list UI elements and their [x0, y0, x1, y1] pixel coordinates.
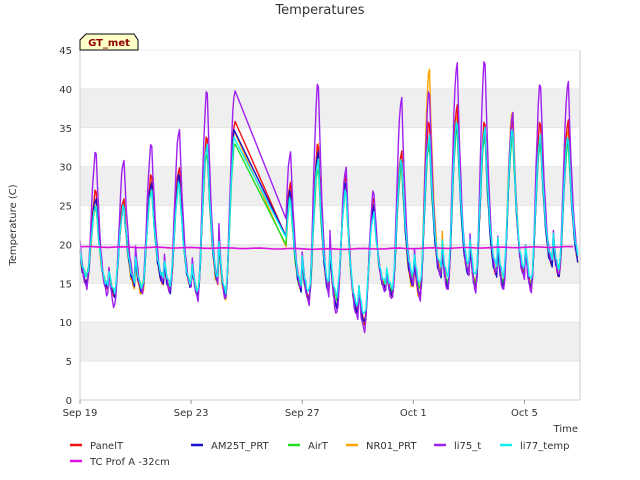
legend-item-am25t-prt: AM25T_PRT [191, 441, 270, 452]
y-tick-label: 0 [66, 396, 72, 407]
y-tick-label: 10 [59, 318, 72, 329]
legend: PanelT AM25T_PRT AirT NR01_PRT li75_t li77_te… [70, 441, 569, 468]
grid-band [80, 166, 580, 206]
grid-bands [80, 49, 580, 401]
y-tick-label: 15 [59, 279, 72, 290]
legend-label: li75_t [454, 441, 481, 452]
y-tick-label: 30 [59, 163, 72, 174]
y-tick-label: 5 [66, 357, 72, 368]
y-tick-labels: 0 5 10 15 20 25 30 35 40 45 [59, 46, 72, 407]
series-line-li75-t [79, 61, 579, 334]
legend-item-nr01-prt: NR01_PRT [346, 441, 417, 452]
y-tick-label: 45 [59, 46, 72, 57]
x-axis-label: Time [553, 424, 578, 435]
series-line-tc-prof-a-32cm [79, 245, 574, 251]
site-badge-label: GT_met [88, 38, 130, 49]
legend-label: li77_temp [520, 441, 569, 452]
series-lines [79, 61, 579, 334]
site-badge: GT_met [79, 33, 139, 51]
legend-item-airt: AirT [288, 441, 329, 452]
legend-label: NR01_PRT [366, 441, 417, 452]
y-tick-label: 20 [59, 240, 72, 251]
legend-item-panelt: PanelT [70, 441, 124, 452]
x-tick-label: Sep 27 [285, 408, 320, 419]
grid-band [80, 88, 580, 128]
legend-label: AM25T_PRT [211, 441, 270, 452]
legend-item-li77-temp: li77_temp [500, 441, 569, 452]
axes [79, 50, 581, 401]
y-tick-label: 25 [59, 202, 72, 213]
chart-title: Temperatures [274, 3, 364, 18]
grid-band [80, 322, 580, 362]
x-tick-label: Oct 5 [511, 408, 538, 419]
legend-item-tc-prof-a-32cm: TC Prof A -32cm [70, 457, 170, 468]
legend-label: PanelT [90, 441, 124, 452]
x-tick-labels: Sep 19 Sep 23 Sep 27 Oct 1 Oct 5 [63, 400, 538, 419]
y-tick-label: 35 [59, 124, 72, 135]
x-tick-label: Oct 1 [400, 408, 427, 419]
x-tick-label: Sep 19 [63, 408, 98, 419]
legend-label: AirT [308, 441, 329, 452]
x-tick-label: Sep 23 [174, 408, 209, 419]
y-axis-label: Temperature (C) [8, 184, 19, 266]
y-tick-label: 40 [59, 85, 72, 96]
legend-item-li75-t: li75_t [434, 441, 481, 452]
legend-label: TC Prof A -32cm [89, 457, 170, 468]
series-line-li77-temp [79, 121, 579, 315]
